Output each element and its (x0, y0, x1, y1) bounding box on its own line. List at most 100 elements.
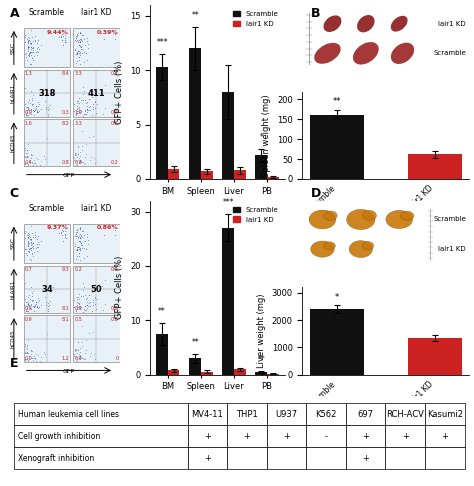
Point (78, 233, 86, 241)
Point (59, 42, 66, 50)
Point (31, 52, 38, 60)
Point (57, 33, 64, 40)
Point (79, 97, 87, 104)
Point (79, 244, 86, 252)
Point (27, 151, 35, 159)
Text: Human leukemia cell lines: Human leukemia cell lines (18, 410, 119, 419)
Point (81, 153, 89, 161)
Point (77, 156, 84, 163)
Point (23, 110, 30, 118)
Point (73, 161, 81, 169)
Point (30, 107, 38, 115)
Bar (227, 425, 267, 447)
Point (80, 31, 87, 39)
Point (29, 242, 36, 250)
Point (82, 150, 90, 158)
Point (91, 98, 99, 105)
Text: K562: K562 (315, 410, 337, 419)
Point (31, 156, 38, 164)
Point (77, 224, 84, 231)
Point (78, 227, 85, 235)
Point (76, 233, 84, 241)
Point (32, 104, 39, 112)
Point (23, 345, 30, 352)
Point (32, 35, 39, 43)
Point (37, 237, 45, 245)
Point (76, 245, 83, 253)
Point (25, 354, 33, 362)
Point (24, 299, 32, 307)
Text: 0.0: 0.0 (25, 356, 32, 361)
Point (24, 336, 32, 344)
Point (31, 228, 38, 236)
Point (73, 301, 81, 309)
Point (29, 91, 37, 99)
Bar (73, 266, 119, 312)
Point (91, 355, 99, 363)
Point (74, 47, 82, 55)
Point (61, 34, 69, 42)
Point (21, 146, 29, 154)
Point (73, 353, 80, 361)
Point (89, 105, 97, 113)
Point (78, 32, 85, 39)
Point (42, 105, 50, 113)
Point (32, 231, 39, 239)
Point (27, 110, 35, 118)
Point (30, 303, 37, 311)
Point (32, 102, 40, 110)
Point (44, 103, 52, 111)
Text: Scramble: Scramble (433, 51, 466, 56)
Point (82, 292, 89, 299)
Point (23, 111, 31, 119)
Point (34, 243, 41, 251)
Point (31, 111, 38, 119)
Bar (188, 447, 227, 469)
Text: lair1 KD: lair1 KD (81, 204, 112, 213)
Point (41, 293, 49, 301)
Text: 9.37%: 9.37% (47, 226, 69, 230)
Point (58, 226, 66, 234)
Bar (385, 447, 425, 469)
Point (78, 239, 85, 247)
Bar (156, 67, 168, 179)
Point (111, 35, 119, 43)
Point (73, 246, 81, 254)
Point (36, 357, 44, 364)
Point (71, 101, 78, 108)
Text: hCD45: hCD45 (10, 330, 16, 348)
Point (76, 302, 84, 310)
Point (25, 43, 32, 51)
Point (24, 98, 32, 105)
Point (27, 27, 34, 35)
Point (29, 252, 36, 260)
Point (73, 226, 81, 234)
Bar (310, 309, 364, 375)
Point (29, 47, 36, 54)
Point (74, 47, 82, 55)
Point (83, 230, 91, 238)
Point (23, 343, 30, 350)
Text: *: * (259, 133, 263, 141)
Point (80, 231, 88, 239)
Point (27, 49, 34, 56)
Text: E: E (9, 357, 18, 370)
Point (86, 106, 94, 114)
Point (82, 295, 89, 303)
Point (76, 30, 84, 37)
Point (74, 104, 82, 111)
Point (73, 232, 81, 240)
Point (74, 303, 82, 311)
Point (76, 352, 84, 360)
Point (57, 34, 65, 41)
Point (76, 35, 84, 42)
Point (28, 48, 36, 55)
Point (76, 42, 84, 50)
Bar (14, 425, 188, 447)
Ellipse shape (386, 210, 412, 228)
Bar (234, 369, 246, 375)
Text: 0.5: 0.5 (74, 317, 82, 322)
Point (34, 239, 42, 246)
Bar (267, 403, 306, 425)
Point (45, 302, 52, 310)
